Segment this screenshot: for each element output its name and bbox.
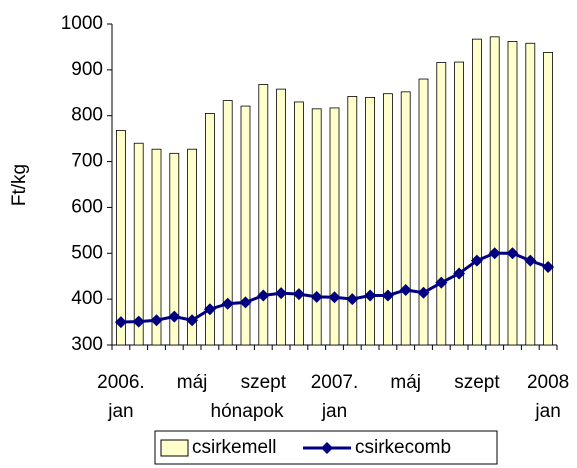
y-tick-label: 600 — [71, 196, 103, 217]
x-tick-label-line: szept — [454, 372, 500, 393]
line-marker — [417, 286, 430, 299]
x-axis-label: hónapok — [211, 401, 284, 422]
line-marker — [524, 254, 537, 267]
line-marker — [488, 247, 501, 260]
line-marker — [132, 315, 145, 328]
bar — [365, 96, 376, 346]
legend-swatch — [160, 439, 189, 457]
bar — [151, 148, 162, 346]
bar — [543, 52, 553, 346]
y-axis-label: Ft/kg — [9, 164, 30, 206]
line-marker — [186, 314, 199, 327]
bar — [436, 62, 447, 346]
x-tick-label: máj — [390, 372, 421, 393]
x-tick-label: 2007. jan — [311, 372, 359, 422]
bar — [169, 152, 180, 346]
bar — [258, 84, 269, 346]
line-marker — [310, 290, 323, 303]
line-marker — [292, 288, 305, 301]
bar — [507, 41, 518, 346]
bar — [133, 142, 144, 346]
line-marker — [328, 291, 341, 304]
y-tick-label: 300 — [71, 334, 103, 355]
line-marker — [114, 316, 127, 329]
x-tick-label-line: szept — [241, 372, 287, 393]
line-marker — [399, 283, 412, 296]
bar — [222, 100, 233, 346]
x-tick-label: 2008 jan — [527, 372, 569, 422]
x-tick-label-line: jan — [321, 401, 347, 422]
line-marker — [506, 247, 519, 260]
x-tick-label: szept — [454, 372, 500, 393]
bar — [187, 148, 198, 346]
legend-swatch — [321, 442, 333, 454]
line-marker — [364, 289, 377, 302]
bar — [382, 93, 393, 346]
line-marker — [470, 254, 483, 267]
y-tick-label: 700 — [71, 151, 103, 172]
line-marker — [221, 297, 234, 310]
y-tick-label: 900 — [71, 59, 103, 80]
x-tick-label-line: jan — [107, 401, 133, 422]
line-marker — [150, 314, 163, 327]
line-marker — [435, 276, 448, 289]
line-marker — [381, 289, 394, 302]
bar — [471, 38, 482, 346]
bar — [400, 91, 411, 346]
bar — [347, 96, 358, 346]
x-tick-label-line: máj — [177, 372, 208, 393]
line-marker — [203, 303, 216, 316]
line-marker — [453, 267, 466, 280]
bar — [276, 88, 287, 346]
x-tick-label-line: 2006. — [97, 372, 145, 393]
bar — [116, 129, 126, 346]
bar — [240, 105, 251, 346]
bar — [329, 107, 340, 346]
x-tick-label-line: máj — [390, 372, 421, 393]
line-marker — [257, 289, 270, 302]
line-marker — [346, 293, 359, 306]
legend-label: csirkemell — [192, 437, 276, 458]
line-marker — [168, 310, 181, 323]
bar — [293, 101, 304, 346]
bar — [454, 61, 465, 346]
y-tick-label: 400 — [71, 288, 103, 309]
y-tick-label: 800 — [71, 105, 103, 126]
bar — [204, 113, 215, 346]
bar — [489, 36, 500, 346]
y-tick-label: 1000 — [61, 13, 103, 34]
x-tick-label: szept — [241, 372, 287, 393]
x-tick-label: 2006. jan — [97, 372, 145, 422]
legend-label: csirkecomb — [355, 437, 451, 458]
y-tick-label: 500 — [71, 242, 103, 263]
line-marker — [275, 287, 288, 300]
bar — [418, 78, 429, 346]
x-tick-label: máj — [177, 372, 208, 393]
line-marker — [542, 261, 555, 274]
x-tick-label-line: jan — [534, 401, 560, 422]
bar — [311, 108, 322, 346]
bar — [525, 42, 536, 346]
line-marker — [239, 296, 252, 309]
x-tick-label-line: 2007. — [311, 372, 359, 393]
x-tick-label-line: 2008 — [527, 372, 569, 393]
